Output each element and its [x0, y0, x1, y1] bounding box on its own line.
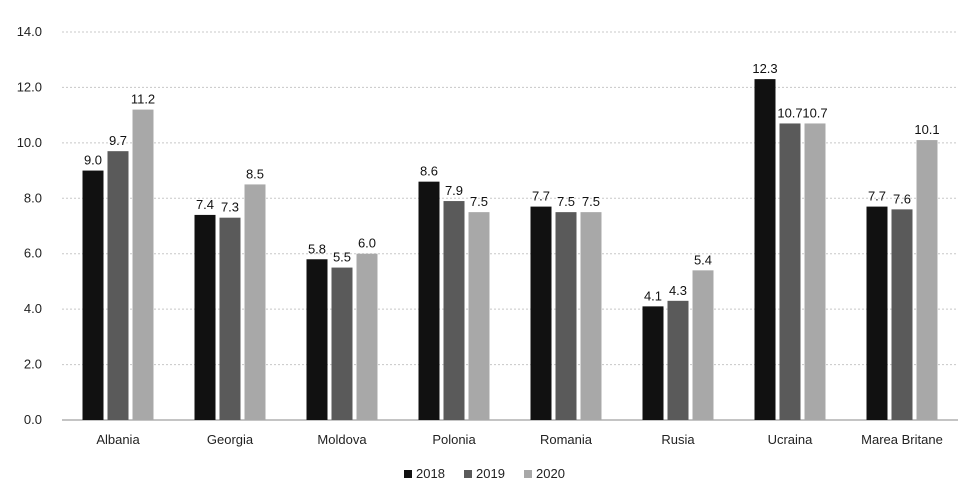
x-category-label: Moldova [317, 432, 367, 447]
data-label: 8.5 [246, 166, 264, 181]
legend-label: 2019 [476, 466, 505, 481]
y-tick-label: 6.0 [24, 246, 42, 261]
data-label: 5.5 [333, 250, 351, 265]
data-label: 10.7 [802, 105, 827, 120]
data-label: 7.3 [221, 200, 239, 215]
bar-2018 [82, 170, 104, 420]
data-label: 8.6 [420, 164, 438, 179]
x-category-label: Georgia [207, 432, 254, 447]
data-label: 6.0 [358, 236, 376, 251]
y-tick-label: 0.0 [24, 412, 42, 427]
y-tick-label: 14.0 [17, 24, 42, 39]
data-label: 5.4 [694, 252, 712, 267]
data-label: 4.1 [644, 288, 662, 303]
data-label: 7.7 [868, 189, 886, 204]
data-label: 12.3 [752, 61, 777, 76]
bar-2020 [132, 109, 154, 420]
data-label: 7.7 [532, 189, 550, 204]
data-label: 4.3 [669, 283, 687, 298]
data-label: 10.1 [914, 122, 939, 137]
bar-2018 [194, 214, 216, 420]
bar-2020 [804, 123, 826, 420]
bar-2019 [555, 212, 577, 420]
x-category-label: Albania [96, 432, 140, 447]
data-label: 5.8 [308, 241, 326, 256]
x-category-label: Ucraina [768, 432, 814, 447]
legend-swatch-2018 [404, 470, 412, 478]
x-category-label: Polonia [432, 432, 476, 447]
bar-2020 [356, 253, 378, 420]
y-tick-label: 4.0 [24, 301, 42, 316]
data-label: 7.5 [582, 194, 600, 209]
bar-2020 [468, 212, 490, 420]
legend-swatch-2020 [524, 470, 532, 478]
data-label: 7.6 [893, 191, 911, 206]
bar-2019 [219, 217, 241, 420]
bar-2019 [779, 123, 801, 420]
bar-2019 [107, 151, 129, 420]
data-label: 10.7 [777, 105, 802, 120]
x-category-label: Romania [540, 432, 593, 447]
bar-2020 [244, 184, 266, 420]
data-label: 9.7 [109, 133, 127, 148]
bar-2018 [530, 206, 552, 420]
y-tick-label: 10.0 [17, 135, 42, 150]
bar-2019 [891, 209, 913, 420]
data-label: 11.2 [131, 92, 155, 107]
legend-swatch-2019 [464, 470, 472, 478]
bar-2018 [418, 181, 440, 420]
bar-2019 [443, 201, 465, 420]
bar-2018 [642, 306, 664, 420]
data-label: 9.0 [84, 153, 102, 168]
x-category-label: Rusia [661, 432, 695, 447]
data-label: 7.4 [196, 197, 214, 212]
bar-2019 [667, 300, 689, 420]
y-tick-label: 2.0 [24, 357, 42, 372]
bar-2018 [754, 79, 776, 420]
bar-2018 [866, 206, 888, 420]
bar-2020 [692, 270, 714, 420]
y-tick-label: 12.0 [17, 79, 42, 94]
data-label: 7.5 [470, 194, 488, 209]
legend-label: 2018 [416, 466, 445, 481]
x-category-label: Marea Britane [861, 432, 943, 447]
legend-label: 2020 [536, 466, 565, 481]
y-tick-label: 8.0 [24, 190, 42, 205]
bar-2018 [306, 259, 328, 420]
data-label: 7.9 [445, 183, 463, 198]
bar-2020 [580, 212, 602, 420]
bar-2019 [331, 267, 353, 420]
data-label: 7.5 [557, 194, 575, 209]
bar-2020 [916, 140, 938, 421]
